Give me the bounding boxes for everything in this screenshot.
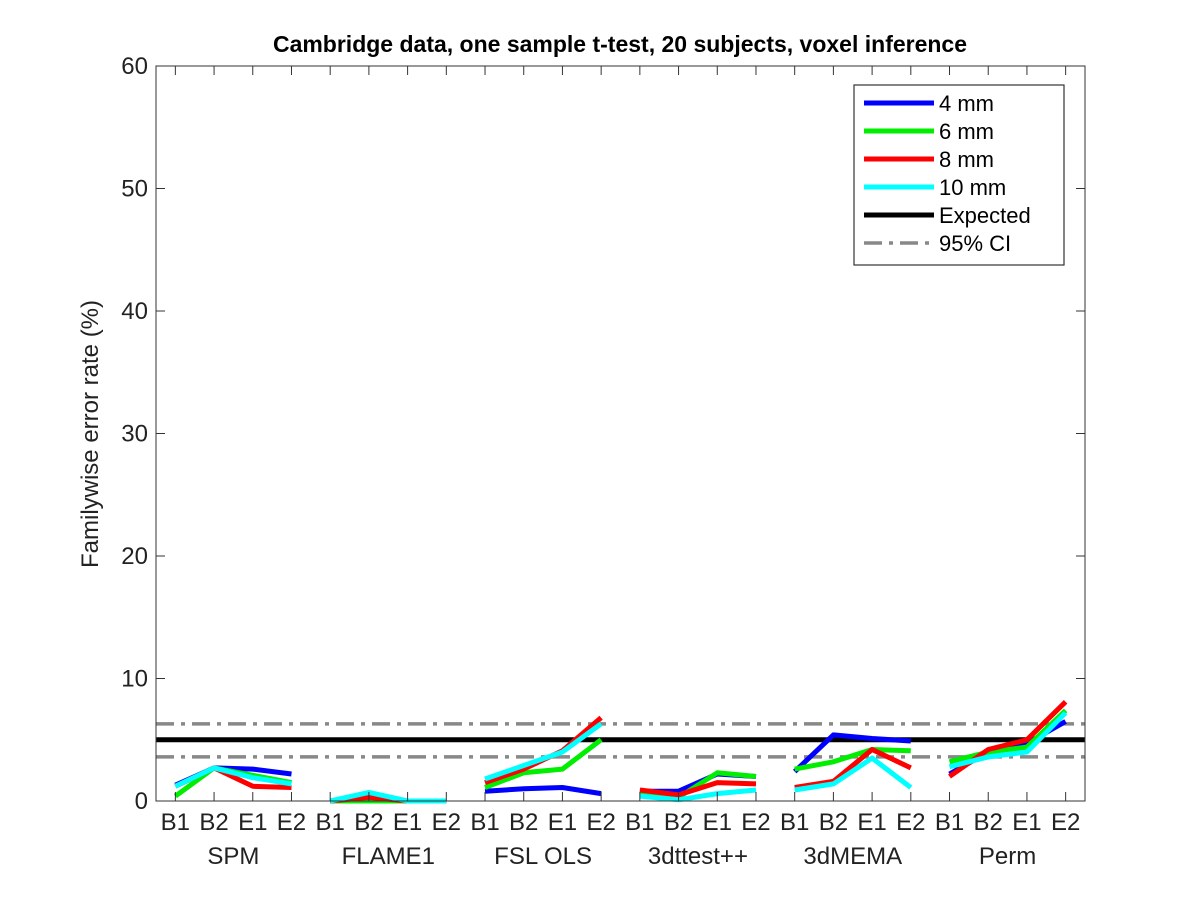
series-line-8-mm [639, 780, 757, 798]
x-tick-label: B1 [935, 809, 964, 836]
legend-label: 95% CI [939, 231, 1011, 256]
x-tick-label: B2 [354, 809, 383, 836]
legend-label: 6 mm [939, 119, 994, 144]
x-tick-label: B2 [664, 809, 693, 836]
x-tick-label: B1 [470, 809, 499, 836]
series-line-6-mm [948, 708, 1068, 765]
x-tick-label: E2 [1051, 809, 1080, 836]
x-tick-label: E1 [238, 809, 267, 836]
y-tick-label: 30 [121, 421, 148, 448]
x-tick-label: E1 [1012, 809, 1041, 836]
x-tick-label: B1 [316, 809, 345, 836]
group-label: SPM [207, 843, 259, 870]
x-tick-label: E1 [393, 809, 422, 836]
x-tick-label: B2 [509, 809, 538, 836]
x-tick-label: B1 [780, 809, 809, 836]
x-tick-label: B1 [625, 809, 654, 836]
y-tick-label: 40 [121, 298, 148, 325]
x-tick-label: E1 [548, 809, 577, 836]
series-line-10-mm [639, 787, 757, 803]
x-tick-label: B1 [161, 809, 190, 836]
legend-box [853, 84, 1065, 266]
x-tick-label: E2 [586, 809, 615, 836]
x-tick-label: B2 [199, 809, 228, 836]
y-tick-label: 20 [121, 543, 148, 570]
group-label: 3dMEMA [803, 843, 902, 870]
x-tick-label: E1 [703, 809, 732, 836]
series-line-6-mm [794, 747, 911, 772]
x-tick-label: E2 [432, 809, 461, 836]
legend-label: Expected [939, 203, 1031, 228]
series-line-6-mm [484, 737, 603, 790]
series-line-10-mm [794, 755, 913, 793]
y-tick-label: 10 [121, 666, 148, 693]
x-tick-label: B2 [819, 809, 848, 836]
legend-label: 10 mm [939, 175, 1006, 200]
y-tick-label: 50 [121, 176, 148, 203]
group-label: FLAME1 [342, 843, 435, 870]
y-tick-label: 0 [135, 788, 148, 815]
series-line-10-mm [484, 721, 603, 782]
chart-title: Cambridge data, one sample t-test, 20 su… [273, 31, 967, 57]
series-line-10-mm [948, 711, 1068, 770]
x-tick-label: E2 [277, 809, 306, 836]
x-tick-label: B2 [974, 809, 1003, 836]
y-axis-label: Familywise error rate (%) [77, 300, 104, 568]
x-tick-label: E2 [896, 809, 925, 836]
series-line-10-mm [174, 765, 292, 789]
legend-label: 8 mm [939, 147, 994, 172]
group-label: FSL OLS [494, 843, 592, 870]
series-line-4-mm [792, 732, 911, 774]
y-tick-label: 60 [121, 53, 148, 80]
legend-label: 4 mm [939, 91, 994, 116]
group-label: 3dttest++ [648, 843, 748, 870]
series-line-4-mm [484, 785, 602, 797]
x-tick-label: E1 [857, 809, 886, 836]
x-tick-label: E2 [741, 809, 770, 836]
group-label: Perm [979, 843, 1036, 870]
